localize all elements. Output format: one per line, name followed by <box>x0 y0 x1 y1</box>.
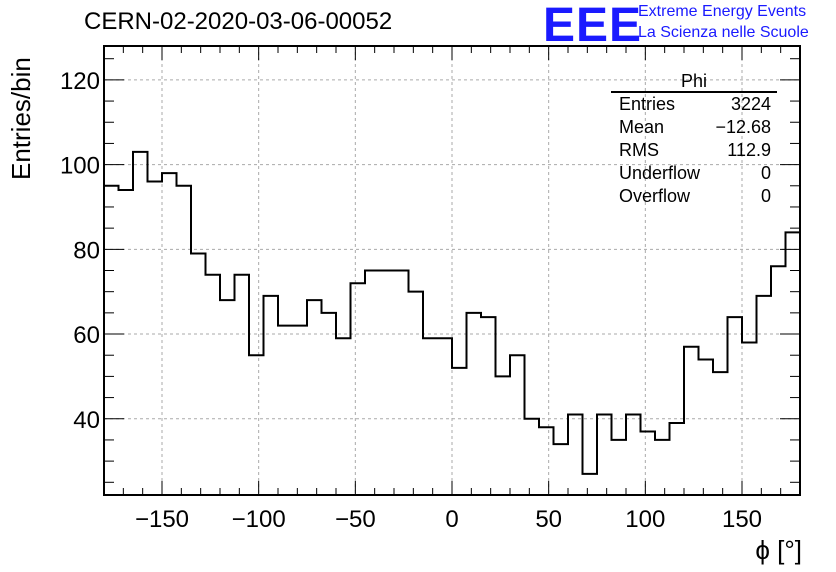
x-tick-label: 100 <box>625 506 665 533</box>
stats-value: −12.68 <box>715 117 771 137</box>
stats-title: Phi <box>611 71 777 93</box>
stats-value: 0 <box>760 163 771 183</box>
stats-label: Underflow <box>619 163 701 183</box>
x-tick-label: −150 <box>135 506 189 533</box>
x-axis-label: ϕ [°] <box>755 535 802 565</box>
stats-box: Phi Entries 3224 Mean −12.68 RMS 112.9 U… <box>611 71 777 208</box>
eee-logo: EEE <box>543 0 643 52</box>
stats-row-entries: Entries 3224 <box>611 93 777 116</box>
histogram-series <box>103 150 800 495</box>
grid-lines <box>104 46 800 495</box>
stats-row-underflow: Underflow 0 <box>611 162 777 185</box>
y-tick-label: 60 <box>73 322 100 349</box>
stats-label: RMS <box>619 140 659 160</box>
y-tick-label: 80 <box>73 237 100 264</box>
stats-row-overflow: Overflow 0 <box>611 185 777 208</box>
logo-subtitle-2: La Scienza nelle Scuole <box>638 24 809 41</box>
stats-value: 112.9 <box>727 140 771 160</box>
x-tick-label: 150 <box>722 506 762 533</box>
chart-title: CERN-02-2020-03-06-00052 <box>84 8 393 35</box>
stats-value: 3224 <box>730 94 771 114</box>
y-tick-label: 120 <box>60 68 100 95</box>
stats-label: Entries <box>619 94 676 114</box>
stats-row-rms: RMS 112.9 <box>611 139 777 162</box>
x-tick-label: −50 <box>335 506 376 533</box>
stats-value: 0 <box>760 186 771 206</box>
x-tick-label: −100 <box>232 506 286 533</box>
x-tick-label: 0 <box>445 506 458 533</box>
logo-subtitle-1: Extreme Energy Events <box>638 3 807 20</box>
y-tick-label: 100 <box>60 153 100 180</box>
axis-ticks <box>104 46 800 495</box>
x-tick-label: 50 <box>535 506 562 533</box>
y-tick-label: 40 <box>73 407 100 434</box>
tick-labels: −150 −100 −50 0 50 100 150 40 60 80 100 120 <box>60 68 762 533</box>
stats-label: Mean <box>619 117 665 137</box>
y-axis-label: Entries/bin <box>6 57 36 180</box>
stats-label: Overflow <box>619 186 691 206</box>
stats-row-mean: Mean −12.68 <box>611 116 777 139</box>
